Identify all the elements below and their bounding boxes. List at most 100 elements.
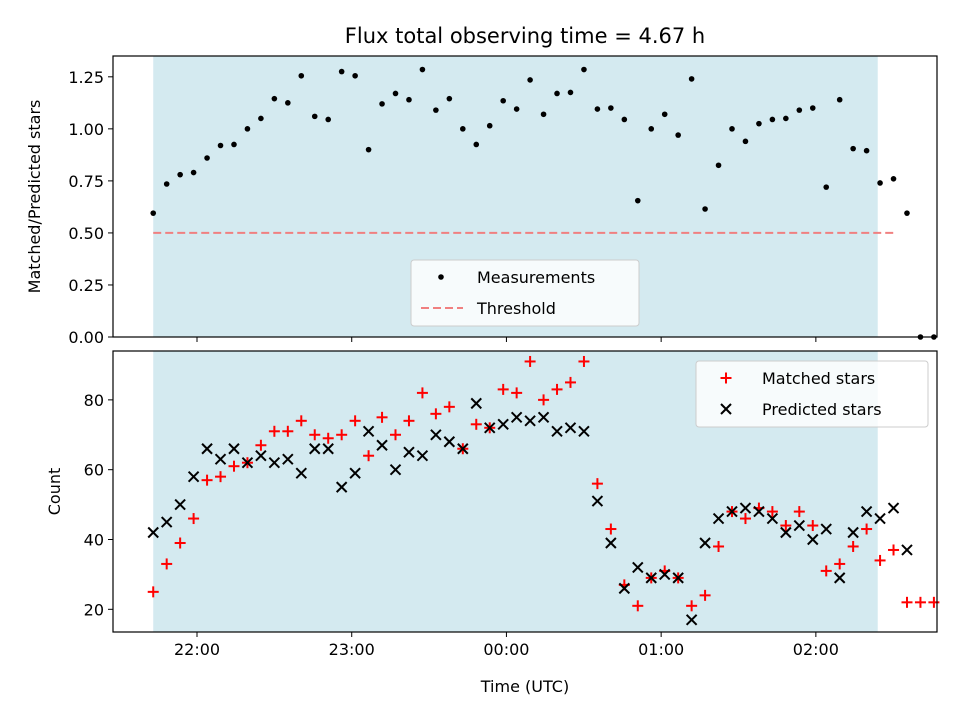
data-point: [780, 526, 792, 539]
data-point-shape: [311, 113, 318, 120]
data-point: [416, 387, 428, 399]
data-point: [190, 169, 197, 176]
data-point: [807, 533, 819, 546]
data-point: [753, 505, 765, 518]
data-point-b: [847, 526, 859, 539]
data-point-shape: [540, 111, 547, 118]
data-point: [648, 126, 655, 132]
data-point-shape: [379, 101, 385, 107]
data-point: [160, 516, 173, 528]
data-point-shape: [621, 116, 628, 123]
data-point: [729, 126, 735, 132]
data-point: [766, 506, 778, 518]
legend-marker: [720, 372, 732, 384]
data-point: [675, 132, 681, 138]
data-point-b: [820, 523, 832, 535]
data-point: [538, 394, 550, 406]
y-tick-label: 0.75: [68, 172, 104, 191]
data-point: [820, 565, 832, 577]
y-tick-label: 40: [84, 530, 104, 549]
data-point: [336, 429, 348, 441]
data-point: [389, 463, 402, 476]
data-point-b: [887, 502, 900, 514]
data-point: [834, 558, 846, 570]
data-point: [513, 106, 520, 112]
data-point: [497, 418, 509, 431]
data-point-shape: [500, 97, 506, 104]
data-point: [430, 408, 442, 420]
data-point: [863, 147, 870, 154]
legend-marker-shape: [438, 274, 444, 280]
data-point-shape: [823, 184, 830, 190]
data-point-b: [457, 443, 469, 455]
data-point: [201, 474, 213, 486]
data-point-b: [901, 544, 913, 556]
data-point: [244, 126, 251, 132]
data-point: [376, 411, 388, 423]
figure-title: Flux total observing time = 4.67 h: [345, 24, 705, 48]
data-point-b: [833, 572, 846, 584]
data-point-b: [228, 443, 240, 455]
data-point: [715, 162, 722, 169]
data-point-shape: [783, 115, 789, 122]
data-point: [322, 443, 334, 455]
data-point: [591, 495, 604, 507]
data-point: [363, 450, 375, 462]
data-point: [645, 572, 657, 584]
data-point: [309, 443, 321, 455]
data-point-b: [255, 450, 267, 462]
data-point: [594, 106, 601, 112]
data-point: [295, 415, 307, 427]
data-point: [833, 572, 846, 584]
data-point-shape: [486, 122, 493, 129]
data-point: [322, 432, 334, 444]
data-point-shape: [715, 162, 722, 169]
data-point-shape: [406, 96, 412, 103]
data-point-b: [187, 470, 200, 483]
data-point-shape: [177, 171, 183, 178]
data-point-shape: [904, 210, 910, 216]
data-point-b: [389, 463, 402, 476]
data-point-shape: [527, 77, 533, 83]
data-point: [688, 76, 695, 82]
data-point-shape: [567, 89, 574, 96]
data-point-b: [551, 425, 563, 437]
data-point-shape: [809, 105, 816, 111]
data-point-b: [174, 498, 186, 511]
data-point-shape: [392, 90, 399, 97]
data-point: [390, 429, 402, 441]
data-point: [470, 397, 482, 410]
data-point-shape: [473, 141, 480, 148]
data-point: [174, 498, 186, 511]
x-tick-label: 00:00: [483, 640, 529, 659]
data-point-shape: [231, 141, 237, 148]
x-axis-label: Time (UTC): [480, 677, 569, 696]
data-point-b: [470, 397, 482, 410]
data-point: [874, 512, 886, 525]
data-point-b: [564, 422, 577, 434]
y-tick-label: 1.00: [68, 120, 104, 139]
data-point-shape: [163, 181, 170, 187]
data-point: [460, 126, 466, 132]
data-point: [255, 439, 267, 451]
data-point-b: [632, 561, 644, 574]
data-point: [379, 101, 385, 107]
data-point: [796, 107, 803, 113]
data-point-shape: [661, 111, 668, 118]
data-point: [443, 436, 456, 448]
data-point-b: [766, 512, 779, 525]
y-tick-label: 1.25: [68, 68, 104, 87]
data-point-shape: [258, 115, 264, 122]
legend-marker: [438, 274, 444, 280]
data-point: [766, 512, 779, 525]
data-point: [335, 481, 348, 493]
data-point: [282, 453, 294, 465]
data-point: [756, 120, 762, 127]
data-point-shape: [756, 120, 762, 127]
data-point: [188, 513, 200, 525]
data-point-shape: [890, 176, 897, 182]
y-tick-label: 0.00: [68, 328, 104, 347]
data-point: [457, 443, 469, 455]
data-point-b: [335, 481, 348, 493]
ratio-panel: 0.00 0.25 0.50 0.75 1.00 1.25 Matched/Predicte…: [25, 55, 938, 347]
